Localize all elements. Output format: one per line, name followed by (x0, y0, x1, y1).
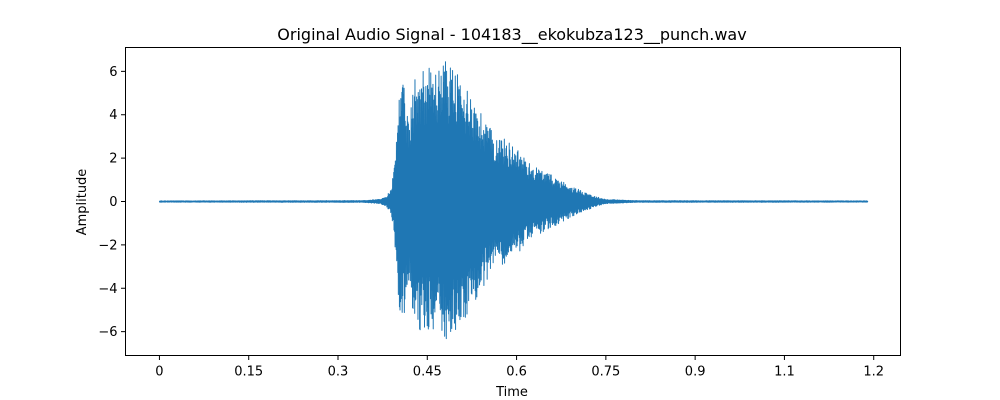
x-tick-label: 0.6 (506, 365, 527, 380)
y-tick-label: 4 (109, 108, 117, 123)
x-tick-label: 0.15 (234, 365, 263, 380)
y-tick-label: 2 (109, 152, 117, 167)
x-tick-label: 1.2 (863, 365, 884, 380)
chart-title: Original Audio Signal - 104183__ekokubza… (277, 25, 746, 45)
y-axis: −6 −4 −2 0 2 4 6 (98, 65, 126, 340)
x-axis-label: Time (495, 385, 528, 400)
x-tick-label: 0.3 (328, 365, 349, 380)
y-tick-label: 0 (109, 195, 117, 210)
y-axis-label: Amplitude (75, 169, 90, 236)
x-tick-label: 0 (155, 365, 163, 380)
x-tick-label: 1.1 (774, 365, 795, 380)
y-tick-label: −6 (98, 325, 117, 340)
y-tick-label: −2 (98, 238, 117, 253)
y-tick-label: −4 (98, 282, 117, 297)
x-tick-label: 0.45 (413, 365, 442, 380)
series-line (158, 61, 869, 340)
y-tick-label: 6 (109, 65, 117, 80)
plot-area (158, 61, 869, 340)
x-tick-label: 0.75 (591, 365, 620, 380)
x-tick-label: 0.9 (685, 365, 706, 380)
x-axis: 0 0.15 0.3 0.45 0.6 0.75 0.9 1.1 1.2 (155, 355, 884, 380)
